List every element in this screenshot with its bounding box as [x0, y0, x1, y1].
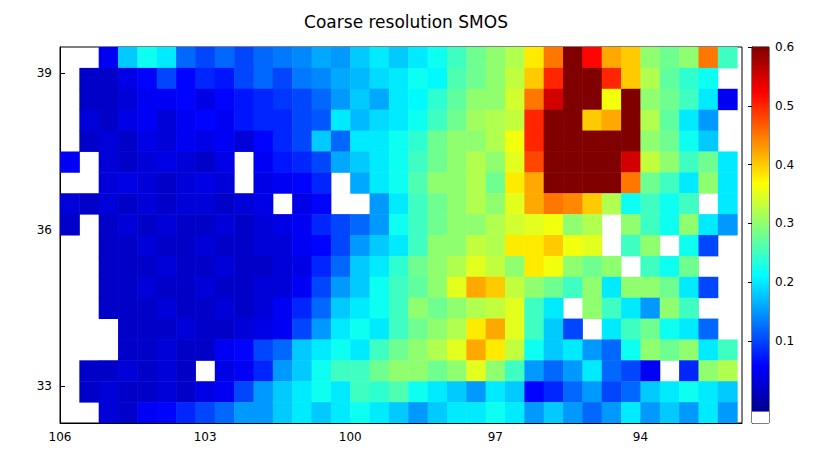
svg-text:36: 36	[37, 223, 52, 237]
svg-text:39: 39	[37, 66, 52, 80]
svg-text:0.6: 0.6	[775, 40, 794, 54]
svg-text:100: 100	[339, 430, 362, 444]
svg-text:0.2: 0.2	[775, 275, 794, 289]
svg-text:33: 33	[37, 379, 52, 393]
svg-text:0.3: 0.3	[775, 216, 794, 230]
svg-text:0.5: 0.5	[775, 99, 794, 113]
svg-text:97: 97	[488, 430, 503, 444]
svg-text:103: 103	[194, 430, 217, 444]
svg-text:Coarse resolution SMOS: Coarse resolution SMOS	[304, 12, 508, 32]
svg-text:0.1: 0.1	[775, 334, 794, 348]
svg-text:0.4: 0.4	[775, 158, 794, 172]
svg-text:94: 94	[633, 430, 648, 444]
svg-text:106: 106	[49, 430, 72, 444]
